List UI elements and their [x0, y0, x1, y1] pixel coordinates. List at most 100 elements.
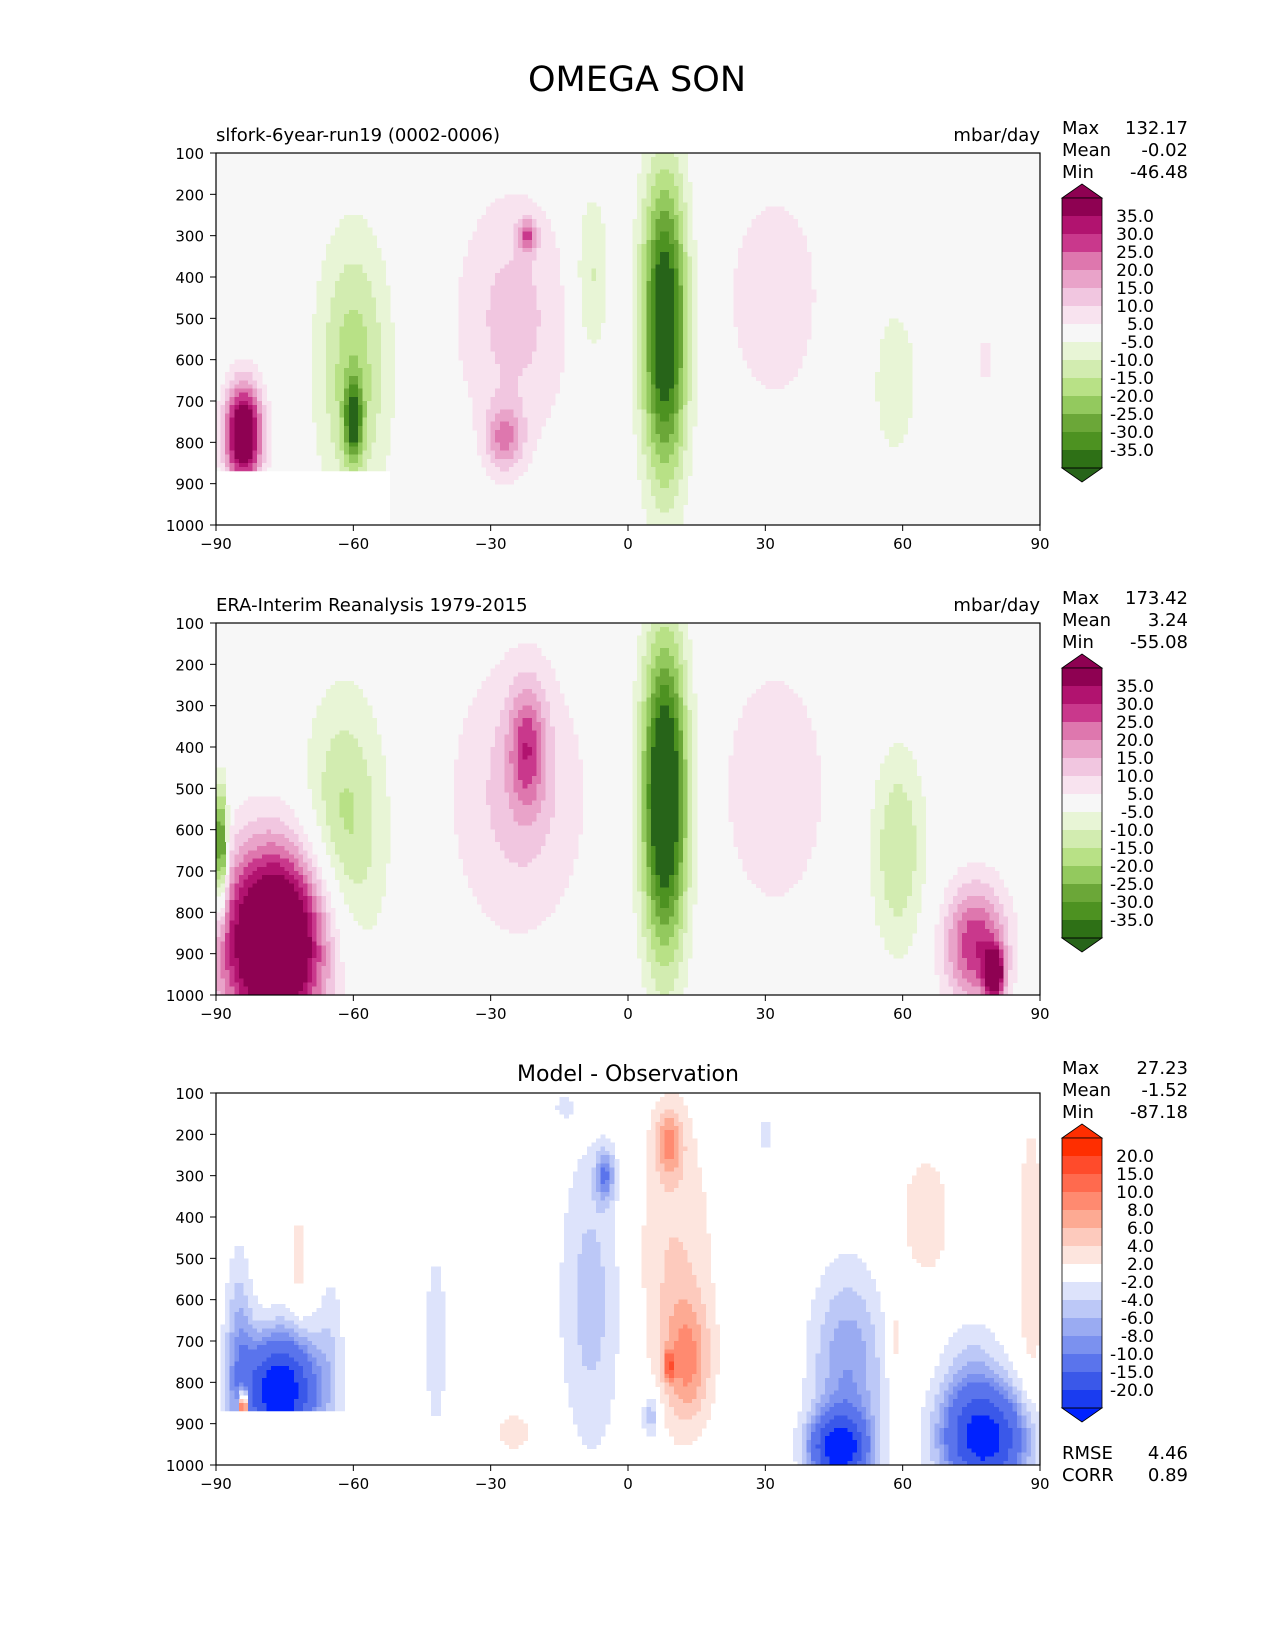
contour-cell [504, 281, 510, 286]
contour-cell [673, 161, 679, 166]
contour-cell [527, 334, 533, 340]
contour-cell [518, 660, 524, 665]
contour-cell [660, 206, 666, 212]
contour-cell [522, 425, 528, 431]
contour-cell [238, 425, 245, 431]
contour-cell [467, 239, 473, 245]
contour-cell [495, 454, 501, 460]
contour-cell [472, 376, 478, 381]
contour-cell [513, 463, 519, 468]
contour-cell [330, 235, 336, 241]
contour-cell [884, 376, 890, 381]
contour-cell [339, 252, 345, 257]
contour-cell [527, 651, 533, 657]
contour-cell [879, 359, 885, 365]
contour-cell [760, 359, 766, 365]
contour-cell [353, 442, 359, 448]
contour-cell [641, 359, 647, 365]
colorbar-label: 5.0 [1127, 315, 1154, 335]
contour-cell [486, 215, 492, 220]
contour-cell [760, 219, 766, 224]
y-tick-label: 1000 [166, 517, 204, 535]
contour-cell [252, 429, 258, 435]
contour-cell [669, 219, 675, 224]
contour-cell [595, 281, 602, 286]
contour-cell [330, 326, 336, 332]
contour-cell [769, 289, 776, 295]
contour-cell [595, 256, 602, 262]
contour-cell [650, 520, 657, 526]
contour-cell [463, 322, 469, 328]
contour-cell [504, 359, 510, 365]
contour-cell [760, 231, 766, 237]
contour-cell [504, 664, 510, 670]
contour-cell [591, 252, 597, 257]
contour-cell [321, 260, 327, 266]
contour-cell [513, 475, 519, 481]
contour-cell [335, 388, 341, 394]
contour-cell [344, 301, 350, 307]
contour-cell [371, 343, 377, 348]
contour-cell [344, 446, 350, 452]
contour-cell [669, 421, 675, 427]
contour-cell [325, 417, 332, 423]
contour-cell [550, 372, 556, 377]
contour-cell [888, 376, 895, 381]
contour-cell [312, 396, 318, 402]
contour-cell [591, 215, 597, 220]
contour-cell [330, 367, 336, 373]
contour-cell [586, 297, 592, 303]
contour-cell [595, 268, 602, 274]
contour-cell [321, 450, 327, 456]
contour-cell [655, 351, 661, 357]
contour-cell [476, 401, 483, 406]
contour-cell [330, 281, 336, 286]
contour-cell [257, 434, 263, 439]
contour-cell [376, 425, 382, 431]
contour-cell [385, 372, 391, 377]
contour-cell [655, 235, 661, 241]
contour-cell [335, 467, 341, 472]
contour-cell [531, 651, 538, 657]
contour-cell [376, 392, 382, 398]
contour-cell [893, 392, 899, 398]
contour-cell [673, 359, 679, 365]
contour-cell [646, 215, 652, 220]
contour-cell [367, 272, 373, 278]
contour-cell [385, 442, 391, 448]
contour-cell [788, 272, 794, 278]
contour-cell [641, 310, 647, 315]
contour-cell [682, 256, 689, 262]
contour-cell [660, 425, 666, 431]
contour-cell [513, 272, 519, 278]
contour-cell [687, 334, 693, 340]
contour-cell [751, 351, 757, 357]
contour-cell [783, 285, 789, 290]
contour-cell [321, 401, 327, 406]
contour-cell [884, 359, 890, 365]
contour-cell [508, 656, 515, 661]
contour-cell [495, 248, 501, 253]
contour-cell [682, 177, 689, 183]
contour-cell [357, 248, 364, 253]
contour-cell [692, 343, 698, 348]
contour-cell [321, 339, 327, 344]
contour-cell [550, 248, 556, 253]
contour-cell [760, 314, 766, 319]
contour-cell [504, 231, 510, 237]
contour-cell [339, 467, 345, 472]
contour-cell [513, 450, 519, 456]
contour-cell [344, 285, 350, 290]
contour-cell [733, 297, 739, 303]
contour-cell [554, 297, 560, 303]
contour-cell [884, 334, 890, 340]
contour-cell [527, 454, 533, 460]
contour-cell [682, 409, 689, 414]
contour-cell [467, 343, 473, 348]
contour-cell [797, 314, 803, 319]
contour-cell [650, 512, 657, 518]
contour-cell [637, 471, 643, 476]
contour-cell [783, 326, 789, 332]
contour-cell [641, 367, 647, 373]
